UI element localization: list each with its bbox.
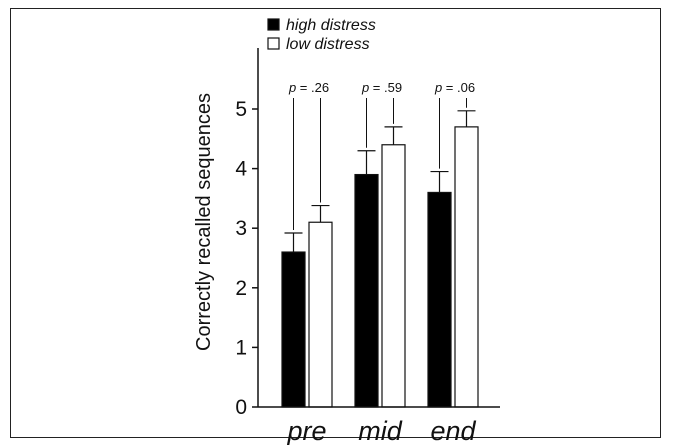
bar-pre-high [281, 251, 306, 408]
bars-group [281, 110, 479, 408]
y-axis-label: Correctly recalled sequences [193, 93, 215, 351]
legend-swatch [267, 18, 280, 31]
y-tick-label: 0 [235, 396, 247, 419]
bar-mid-low [381, 144, 406, 408]
legend-swatch [267, 37, 280, 50]
y-axis: 0 1 2 3 4 5 [235, 48, 259, 419]
x-axis: pre mid end [258, 406, 500, 445]
p-value-label: p = .26 [288, 80, 329, 95]
legend: high distress low distress [267, 17, 376, 53]
y-tick-label: 4 [235, 158, 247, 181]
bar-mid-high [354, 173, 379, 408]
bar-pre-low [308, 221, 333, 408]
x-category-label: end [430, 416, 476, 445]
x-category-label: pre [286, 416, 326, 445]
p-value-annotations: p = .26 p = .59 p = .06 [288, 80, 475, 230]
y-tick-label: 3 [235, 217, 247, 240]
y-tick-label: 5 [235, 98, 247, 121]
x-category-label: mid [358, 416, 402, 445]
y-tick-label: 2 [235, 277, 247, 300]
y-tick-label: 1 [235, 336, 247, 359]
bar-end-high [427, 191, 452, 408]
p-value-label: p = .06 [434, 80, 475, 95]
legend-label: high distress [286, 17, 376, 34]
figure-frame [10, 8, 661, 438]
legend-label: low distress [286, 36, 370, 53]
p-value-label: p = .59 [361, 80, 402, 95]
bar-end-low [454, 126, 479, 408]
